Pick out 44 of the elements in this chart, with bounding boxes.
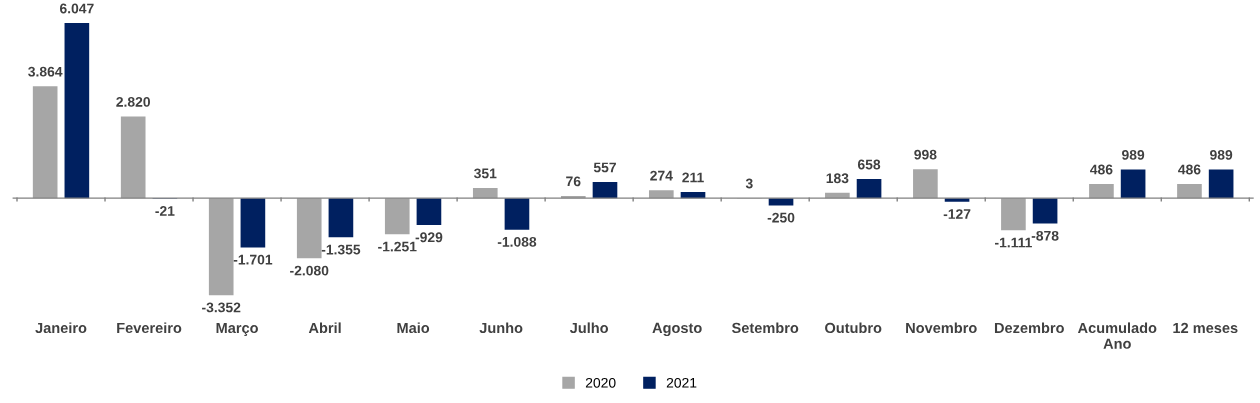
data-label: 211: [682, 172, 704, 183]
data-label: 998: [914, 149, 937, 160]
x-tick-label: Janeiro: [35, 322, 87, 334]
data-label: -250: [767, 212, 795, 223]
data-label: 183: [826, 173, 849, 184]
data-label: 989: [1210, 149, 1233, 160]
data-label: 557: [593, 162, 616, 173]
data-label: -127: [943, 209, 971, 219]
data-label: 2.820: [116, 96, 150, 107]
data-label: -1.355: [321, 244, 361, 255]
data-label: -2.080: [290, 265, 329, 276]
data-label: 6.047: [59, 3, 94, 14]
data-label: 3.864: [28, 66, 63, 77]
data-label: -1.088: [497, 236, 537, 247]
x-tick-label: Junho: [479, 322, 523, 334]
data-label: -1.111: [995, 237, 1032, 248]
data-label: 486: [1178, 164, 1201, 175]
data-label: 486: [1090, 164, 1113, 175]
data-label: -878: [1031, 230, 1059, 241]
data-label: 3: [745, 178, 753, 189]
x-tick-label: Março: [216, 322, 258, 336]
data-label: -21: [155, 206, 175, 216]
data-label: -929: [415, 232, 443, 243]
legend-label: 2020: [585, 377, 616, 388]
x-tick-label: Julho: [569, 322, 609, 334]
data-label: -1.701: [233, 254, 273, 265]
data-label: 351: [474, 168, 497, 179]
x-tick-label: Agosto: [652, 322, 702, 336]
data-label: 658: [857, 159, 881, 170]
data-label: -3.352: [202, 302, 241, 313]
x-tick-label: 12 meses: [1173, 322, 1238, 334]
x-tick-label: Fevereiro: [117, 322, 182, 334]
legend-label: 2021: [666, 377, 697, 388]
x-tick-label: Abril: [308, 322, 341, 334]
x-tick-label: Dezembro: [994, 322, 1064, 334]
x-tick-label: Outubro: [825, 322, 882, 334]
data-label: 274: [650, 170, 673, 181]
x-tick-label: Maio: [397, 322, 430, 334]
data-label: -1.251: [378, 241, 417, 252]
data-label: 76: [566, 176, 581, 187]
data-label: 989: [1122, 149, 1145, 160]
x-tick-label: Acumulado Ano: [1077, 322, 1157, 349]
x-tick-label: Setembro: [731, 322, 799, 334]
x-tick-label: Novembro: [906, 322, 977, 334]
